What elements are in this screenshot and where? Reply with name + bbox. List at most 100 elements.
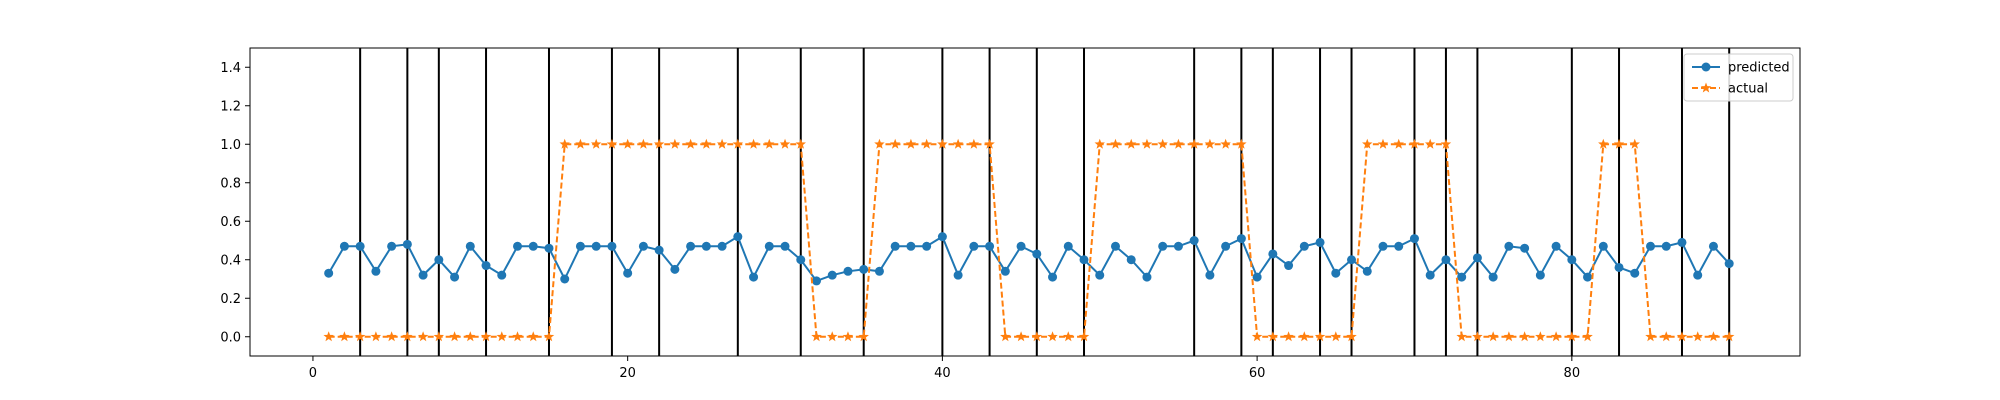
ticks: 0 20 40 60 80 0.0 0.2 0.4 0.6 0.8 1.0 1.2 1.4 bbox=[220, 61, 1580, 381]
data-point-predicted bbox=[638, 241, 648, 251]
data-point-predicted bbox=[1646, 241, 1656, 251]
data-point-actual bbox=[449, 331, 460, 342]
x-tick-label: 20 bbox=[619, 366, 636, 381]
x-tick-label: 60 bbox=[1249, 366, 1266, 381]
y-tick-label: 1.0 bbox=[220, 138, 241, 153]
data-point-predicted bbox=[1677, 237, 1687, 247]
data-point-predicted bbox=[434, 255, 444, 265]
data-point-predicted bbox=[1583, 272, 1593, 282]
data-point-predicted bbox=[922, 241, 932, 251]
data-point-actual bbox=[1708, 331, 1719, 342]
data-point-predicted bbox=[733, 232, 743, 242]
axes-frame bbox=[249, 47, 1801, 357]
legend-box bbox=[1683, 53, 1794, 102]
data-point-actual bbox=[1220, 138, 1231, 149]
data-point-actual bbox=[1251, 331, 1263, 342]
data-point-actual bbox=[1157, 138, 1168, 149]
data-point-predicted bbox=[827, 270, 837, 280]
data-point-actual bbox=[685, 138, 696, 149]
plot-area bbox=[323, 48, 1735, 356]
data-point-actual bbox=[354, 331, 366, 342]
data-point-actual bbox=[433, 331, 445, 342]
data-point-predicted bbox=[544, 243, 554, 253]
data-point-actual bbox=[779, 138, 791, 149]
x-tick-label: 0 bbox=[309, 366, 317, 381]
data-point-actual bbox=[937, 138, 948, 149]
data-point-predicted bbox=[1331, 268, 1341, 278]
data-point-predicted bbox=[528, 241, 538, 251]
data-point-actual bbox=[1613, 138, 1625, 149]
data-point-predicted bbox=[1126, 255, 1136, 265]
data-point-predicted bbox=[1315, 237, 1325, 247]
data-point-predicted bbox=[1708, 241, 1718, 251]
data-point-actual bbox=[1125, 138, 1137, 149]
data-point-predicted bbox=[560, 274, 570, 284]
data-point-predicted bbox=[591, 241, 601, 251]
data-point-actual bbox=[590, 138, 602, 149]
data-point-actual bbox=[1141, 138, 1153, 149]
data-point-actual bbox=[748, 138, 759, 149]
data-point-actual bbox=[669, 138, 681, 149]
data-point-actual bbox=[1236, 138, 1247, 149]
data-point-predicted bbox=[1079, 255, 1089, 265]
data-point-predicted bbox=[859, 264, 869, 274]
data-point-predicted bbox=[387, 241, 397, 251]
data-point-actual bbox=[1330, 331, 1342, 342]
data-point-predicted bbox=[953, 270, 963, 280]
data-point-actual bbox=[559, 138, 570, 149]
data-point-predicted bbox=[1598, 241, 1608, 251]
data-point-actual bbox=[1629, 138, 1640, 149]
legend-marker-actual bbox=[1700, 82, 1712, 93]
data-point-actual bbox=[638, 138, 649, 149]
data-point-actual bbox=[1078, 331, 1090, 342]
data-point-predicted bbox=[1409, 234, 1419, 244]
data-point-predicted bbox=[1268, 249, 1278, 259]
data-point-predicted bbox=[937, 232, 947, 242]
legend-label-actual: actual bbox=[1728, 82, 1768, 97]
data-point-actual bbox=[1188, 138, 1200, 149]
data-point-actual bbox=[1440, 138, 1452, 149]
data-point-predicted bbox=[1173, 241, 1183, 251]
data-point-actual bbox=[1110, 138, 1121, 149]
data-point-actual bbox=[1173, 138, 1184, 149]
data-point-predicted bbox=[1221, 241, 1231, 251]
data-point-actual bbox=[1393, 138, 1404, 149]
data-point-actual bbox=[480, 331, 492, 342]
data-point-predicted bbox=[1048, 272, 1058, 282]
data-point-predicted bbox=[969, 241, 979, 251]
data-point-predicted bbox=[1394, 241, 1404, 251]
data-point-predicted bbox=[1252, 272, 1262, 282]
data-point-actual bbox=[528, 331, 539, 342]
data-point-actual bbox=[1456, 331, 1467, 342]
data-point-predicted bbox=[623, 268, 633, 278]
data-point-predicted bbox=[339, 241, 349, 251]
y-tick-label: 0.8 bbox=[220, 176, 241, 191]
data-point-actual bbox=[764, 138, 775, 149]
data-point-predicted bbox=[890, 241, 900, 251]
data-point-predicted bbox=[1142, 272, 1152, 282]
axes-border bbox=[249, 47, 1801, 357]
data-point-actual bbox=[1063, 331, 1074, 342]
data-point-actual bbox=[1535, 331, 1546, 342]
plot-inner bbox=[323, 48, 1735, 356]
data-point-actual bbox=[1094, 138, 1105, 149]
data-point-actual bbox=[827, 331, 838, 342]
data-point-predicted bbox=[1425, 270, 1435, 280]
y-tick-label: 0.6 bbox=[220, 215, 241, 230]
data-point-predicted bbox=[450, 272, 460, 282]
data-point-actual bbox=[905, 138, 917, 149]
data-point-predicted bbox=[780, 241, 790, 251]
data-point-predicted bbox=[371, 266, 381, 276]
series-line-predicted bbox=[327, 235, 1730, 283]
data-point-predicted bbox=[1205, 270, 1215, 280]
data-point-predicted bbox=[1535, 270, 1545, 280]
data-point-predicted bbox=[717, 241, 727, 251]
data-point-predicted bbox=[1693, 270, 1703, 280]
data-point-predicted bbox=[749, 272, 759, 282]
data-point-predicted bbox=[418, 270, 428, 280]
data-point-actual bbox=[889, 138, 901, 149]
data-point-actual bbox=[1566, 331, 1578, 342]
data-point-predicted bbox=[1110, 241, 1120, 251]
data-point-actual bbox=[1283, 331, 1294, 342]
